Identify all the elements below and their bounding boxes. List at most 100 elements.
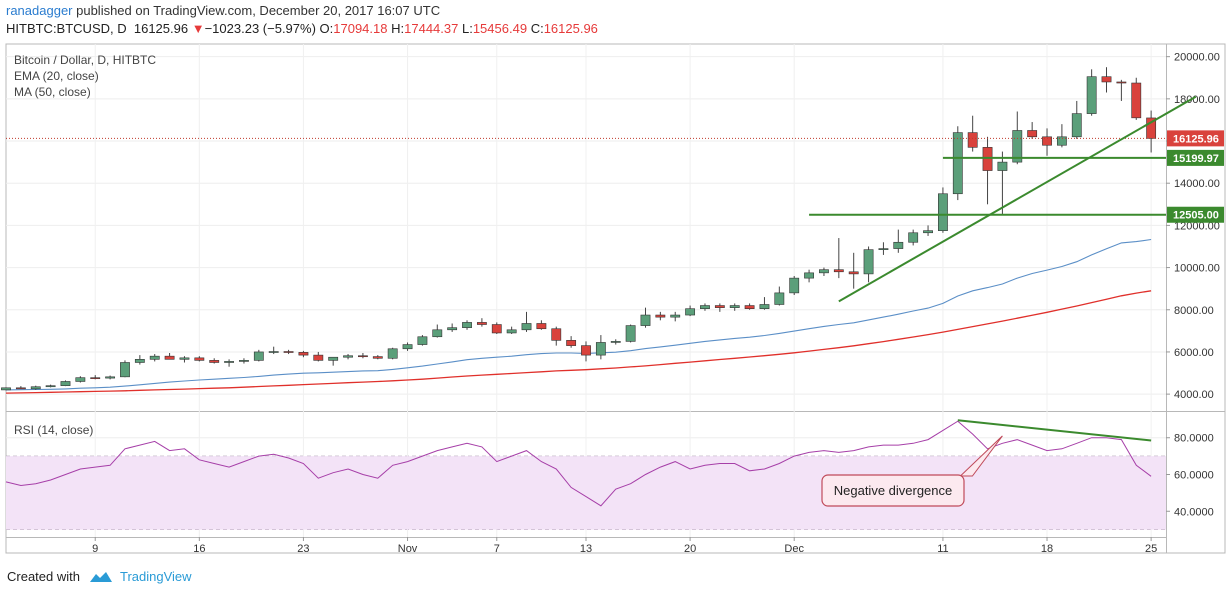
high-value: 17444.37 [404,21,459,36]
candle-body [194,357,205,361]
candle-body [149,355,160,360]
symbol-label: HITBTC:BTCUSD, D [6,21,127,36]
time-tick-label: 20 [684,543,696,555]
candle-body [819,269,829,274]
candle-body [893,241,904,249]
time-tick-label: 11 [937,543,948,555]
candle-body [997,161,1008,171]
author-link[interactable]: ranadagger [6,3,73,18]
time-tick-label: 16 [193,543,205,555]
candle-body [1101,76,1112,83]
candle-body [30,386,41,390]
last-price: 16125.96 [133,21,189,36]
candle-body [387,348,398,359]
rsi-tick-label: 60.0000 [1174,470,1214,482]
candle-body [506,329,517,334]
candle-body [164,355,175,360]
close-label: C: [530,21,544,36]
price-tick-label: 12000.00 [1174,220,1220,232]
price-tick-label: 18000.00 [1174,94,1220,106]
candle-body [120,362,130,378]
candle-body [952,132,963,195]
candlesticks [1,67,1157,391]
rsi-pane-label: RSI (14, close) [14,423,93,437]
candle-body [1131,82,1142,119]
open-value: 17094.18 [333,21,388,36]
candle-body [402,344,413,350]
ema-20-line [5,238,1152,391]
support-levels: 15199.97 12505.00 [809,149,1224,223]
candle-body [447,327,458,331]
rsi-tick-label: 40.0000 [1174,506,1214,518]
candle-body [610,341,621,343]
candle-body [759,304,770,310]
rsi-trendline [957,419,1152,442]
annotation-label: Negative divergence [834,483,953,498]
price-tick-label: 20000.00 [1174,52,1220,64]
time-grid [94,44,1152,537]
time-tick-label: 13 [580,543,592,555]
last-price-tag [1167,130,1224,147]
candle-body [298,352,309,356]
price-tick-label: 10000.00 [1174,263,1220,275]
candle-body [789,277,800,294]
candle-body [45,385,56,388]
support-level-tag [1167,149,1224,166]
chart-frame [5,43,1226,554]
candle-body [625,325,636,342]
candle-body [670,314,681,318]
price-tick-label: 4000.00 [1174,389,1214,401]
candle-body [90,377,101,379]
candle-body [833,269,844,273]
candle-body [1071,113,1082,138]
candle-body [1116,81,1127,84]
candle-body [982,147,993,171]
candle-body [551,328,562,341]
rsi-band [6,456,1166,530]
ma-50-line [5,290,1152,394]
candle-body [848,271,859,275]
tradingview-logo-icon [89,571,112,582]
time-tick-label: 9 [92,543,98,555]
candle-body [595,342,606,356]
low-label: L: [461,21,473,36]
candle-body [283,351,294,353]
candle-body [75,377,86,382]
divergence-annotation: Negative divergence [821,435,1003,507]
candle-body [804,272,814,279]
candle-body [1146,117,1157,139]
candle-body [714,305,725,308]
high-label: H: [391,21,405,36]
close-value: 16125.96 [543,21,598,36]
candle-body [358,355,368,358]
price-pane-label: MA (50, close) [14,85,91,99]
pane-labels: 16125.96 Bitcoin / Dollar, D, HITBTC EMA (… [14,53,1224,437]
candle-body [417,336,428,345]
price-tick-label: 6000.00 [1174,347,1214,359]
candle-body [343,355,353,358]
rsi-line [5,420,1152,507]
candle-body [209,360,220,363]
support-level-label: 15199.97 [1173,153,1219,165]
candle-body [15,387,26,390]
candle-body [566,340,577,346]
time-tick-label: 23 [297,543,309,555]
change-value: −1023.23 (−5.97%) [204,21,316,36]
candle-body [239,360,249,362]
price-pane-label: EMA (20, close) [14,69,99,83]
price-pane-label: Bitcoin / Dollar, D, HITBTC [14,53,156,67]
candle-body [328,356,339,361]
time-tick-label: 18 [1041,543,1053,555]
publish-info: published on TradingView.com, December 2… [72,3,441,18]
candle-body [179,357,190,360]
tradingview-link[interactable]: TradingView [119,569,192,584]
candle-body [640,314,651,326]
annotation-arrow [959,435,1003,477]
candle-body [655,314,666,318]
rsi-tick-label: 80.0000 [1174,433,1214,445]
candle-body [700,305,710,310]
candle-body [729,305,740,308]
candle-body [432,329,443,338]
support-level-label: 12505.00 [1173,210,1219,222]
